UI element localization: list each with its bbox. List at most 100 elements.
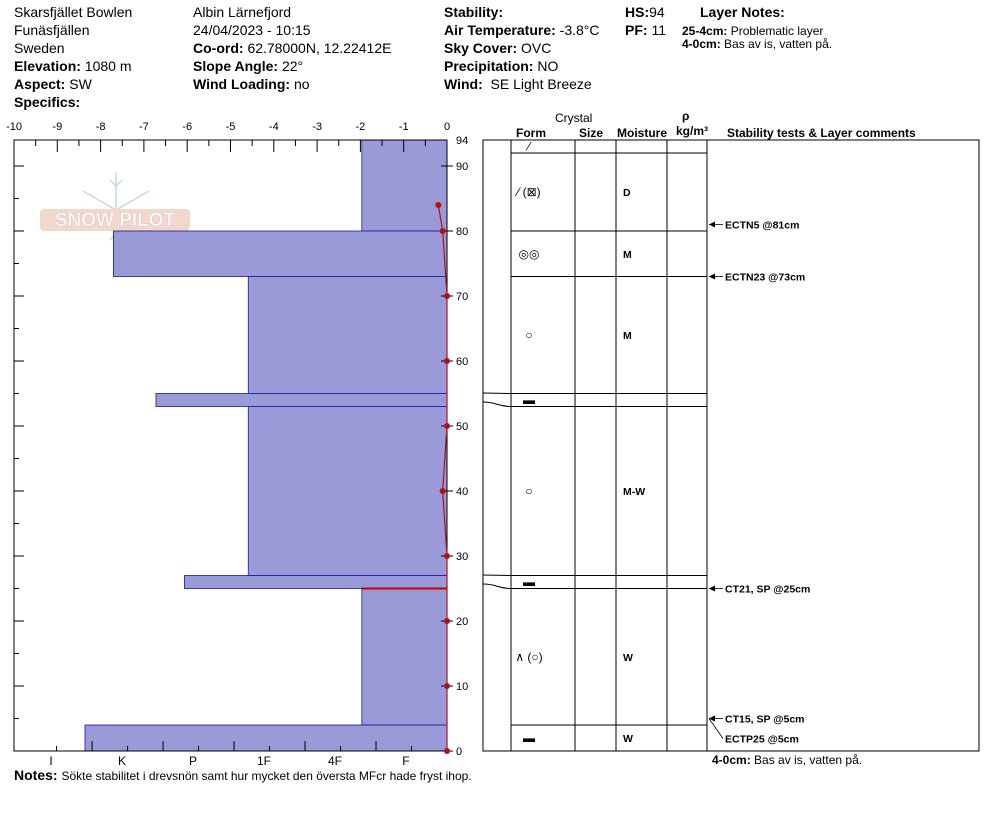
grain-form-symbol: ▬ <box>523 575 535 589</box>
crystal-header: Crystal <box>555 111 593 125</box>
bottom-layer-comment: 4-0cm: Bas av is, vatten på. <box>712 753 863 767</box>
stability-test-arrow <box>709 273 715 280</box>
logo-banner <box>40 209 190 231</box>
hardness-bar <box>155 393 448 407</box>
grain-form-symbol: ⁄ <box>525 140 532 154</box>
depth-tick-label: 90 <box>456 161 468 173</box>
depth-tick-label: 0 <box>456 746 462 758</box>
temp-tick-label: -5 <box>226 121 236 133</box>
depth-tick-label: 50 <box>456 421 468 433</box>
stability-test-arrow <box>709 221 715 228</box>
moisture-value: W <box>623 652 633 664</box>
grain-form-symbol: ⁄ (⊠) <box>514 185 540 199</box>
logo-text: SNOW PILOT <box>55 210 176 231</box>
sky-cover-field: Sky Cover: OVC <box>444 40 552 56</box>
grain-form-symbol: ∧ (○) <box>515 650 542 664</box>
hs-depth-label: 94 <box>456 135 468 147</box>
temp-tick-label: -1 <box>399 121 409 133</box>
hardness-bar <box>361 139 448 232</box>
temp-tick-label: -7 <box>139 121 149 133</box>
temp-tick-label: -3 <box>312 121 322 133</box>
layer-note-1: 25-4cm: Problematic layer <box>682 24 824 38</box>
hardness-label: P <box>189 754 197 768</box>
form-header: Form <box>516 126 546 140</box>
moisture-value: M <box>623 330 632 342</box>
layer-connector <box>482 583 512 589</box>
temperature-point <box>444 748 450 754</box>
stability-test-label: CT15, SP @5cm <box>725 714 805 726</box>
temp-tick-label: -8 <box>96 121 106 133</box>
layer-connector <box>482 574 512 576</box>
temperature-point <box>444 358 450 364</box>
stability-test-label: ECTN23 @73cm <box>725 272 805 284</box>
temp-tick-label: -6 <box>182 121 192 133</box>
notes-field: Notes: Sökte stabilitet i drevsnön samt … <box>14 767 472 783</box>
depth-tick-label: 60 <box>456 356 468 368</box>
stability-test-pointer <box>708 718 724 739</box>
stability-test-label: ECTN5 @81cm <box>725 220 799 232</box>
hardness-label: F <box>402 754 409 768</box>
temp-tick-label: -9 <box>52 121 62 133</box>
stability-test-arrow <box>709 715 715 722</box>
temp-tick-label: -4 <box>269 121 279 133</box>
layer-connector <box>482 392 512 394</box>
hardness-bar <box>247 406 448 576</box>
temperature-line <box>437 204 448 751</box>
depth-tick-label: 20 <box>456 616 468 628</box>
moisture-value: D <box>623 187 631 199</box>
temp-tick-label: -10 <box>6 121 22 133</box>
layer-note-2: 4-0cm: Bas av is, vatten på. <box>682 37 833 51</box>
hardness-bar <box>183 575 448 589</box>
precipitation-field: Precipitation: NO <box>444 58 559 74</box>
temperature-point <box>444 293 450 299</box>
temperature-point <box>444 618 450 624</box>
depth-tick-label: 70 <box>456 291 468 303</box>
depth-tick-label: 80 <box>456 226 468 238</box>
depth-tick-label: 30 <box>456 551 468 563</box>
temperature-point <box>444 683 450 689</box>
depth-tick-label: 10 <box>456 681 468 693</box>
temperature-point <box>439 228 446 234</box>
stability-test-label: ECTP25 @5cm <box>725 734 799 746</box>
region-name: Funäsfjällen <box>14 22 90 38</box>
moisture-header: Moisture <box>617 126 668 140</box>
hardness-bar <box>84 724 448 752</box>
hardness-label: K <box>118 754 126 768</box>
observation-datetime: 24/04/2023 - 10:15 <box>193 22 311 38</box>
moisture-value: M-W <box>623 486 645 498</box>
layer-notes-title: Layer Notes: <box>700 4 785 20</box>
location-name: Skarsfjället Bowlen <box>14 4 133 20</box>
grain-form-symbol: ▬ <box>523 393 535 407</box>
depth-tick-label: 40 <box>456 486 468 498</box>
temp-tick-label: 0 <box>444 121 450 133</box>
air-temp-field: Air Temperature: -3.8°C <box>444 22 600 38</box>
coord-field: Co-ord: 62.78000N, 12.22412E <box>193 40 392 56</box>
aspect-field: Aspect: SW <box>14 76 92 92</box>
hs-field: HS:94 <box>625 4 665 20</box>
hardness-bar <box>361 588 448 726</box>
layer-table-frame <box>482 139 980 752</box>
hardness-bar <box>112 230 448 277</box>
observer-name: Albin Lärnefjord <box>193 4 292 20</box>
moisture-value: M <box>623 249 632 261</box>
hardness-label: I <box>49 754 52 768</box>
temperature-point <box>439 488 446 494</box>
stability-tests-header: Stability tests & Layer comments <box>727 126 916 140</box>
slope-field: Slope Angle: 22° <box>193 58 304 74</box>
wind-field: Wind: SE Light Breeze <box>444 76 592 92</box>
layer-connector <box>482 401 512 407</box>
rho-header: ρ <box>682 109 690 123</box>
hardness-bar <box>247 276 448 394</box>
wind-loading-field: Wind Loading: no <box>193 76 310 92</box>
grain-form-symbol: ○ <box>525 484 532 498</box>
temperature-point <box>444 423 450 429</box>
temperature-point <box>444 553 450 559</box>
snowpilot-logo: SNOW PILOT <box>40 172 190 248</box>
country-name: Sweden <box>14 40 65 56</box>
moisture-value: W <box>623 733 633 745</box>
temperature-point <box>435 202 442 208</box>
hardness-label: 1F <box>257 754 271 768</box>
stability-test-label: CT21, SP @25cm <box>725 584 810 596</box>
stability-label: Stability: <box>444 4 504 20</box>
